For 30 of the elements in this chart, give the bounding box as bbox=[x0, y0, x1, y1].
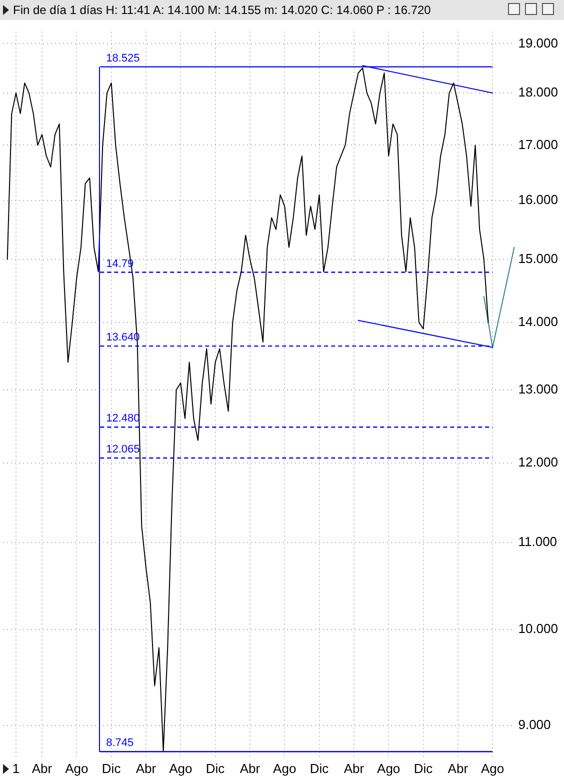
x-tick-label: Abr bbox=[240, 760, 261, 776]
x-tick-label: Ago bbox=[169, 760, 192, 776]
y-tick-label: 19.000 bbox=[518, 35, 558, 50]
x-tick-label: Abr bbox=[344, 760, 365, 776]
y-tick-label: 11.000 bbox=[518, 534, 558, 549]
y-tick-label: 16.000 bbox=[518, 192, 558, 208]
y-tick-label: 13.000 bbox=[518, 381, 558, 396]
x-tick-label: Dic bbox=[206, 760, 226, 776]
x-tick-label: Abr bbox=[448, 760, 469, 776]
x-tick-label: Dic bbox=[310, 760, 330, 776]
x-tick-label: Ago bbox=[481, 760, 504, 776]
x-tick-label: Dic bbox=[414, 760, 434, 776]
chart-title: Fin de día 1 días H: 11:41 A: 14.100 M: 14.155 m: 14.020 C: 14.060 P : 16.720 bbox=[13, 3, 431, 17]
y-tick-label: 10.000 bbox=[518, 620, 558, 636]
x-tick-label: Abr bbox=[136, 760, 157, 776]
ref-line-label: 18.525 bbox=[106, 52, 140, 64]
y-tick-label: 17.000 bbox=[518, 136, 558, 152]
x-tick-label: Ago bbox=[377, 760, 400, 776]
x-tick-label: Abr bbox=[32, 760, 53, 776]
ref-line-label: 12.065 bbox=[106, 444, 140, 456]
ref-line-label: 8.745 bbox=[106, 737, 134, 750]
y-tick-label: 12.000 bbox=[518, 454, 558, 470]
x-tick-label: 1 bbox=[12, 760, 20, 776]
x-tick-label: Dic bbox=[102, 760, 122, 776]
y-tick-label: 18.000 bbox=[518, 84, 558, 100]
y-tick-label: 15.000 bbox=[518, 250, 558, 266]
y-tick-label: 14.000 bbox=[518, 314, 558, 329]
y-tick-label: 9.000 bbox=[518, 716, 551, 732]
x-tick-label: Ago bbox=[65, 760, 88, 776]
x-tick-label: Ago bbox=[273, 760, 296, 776]
